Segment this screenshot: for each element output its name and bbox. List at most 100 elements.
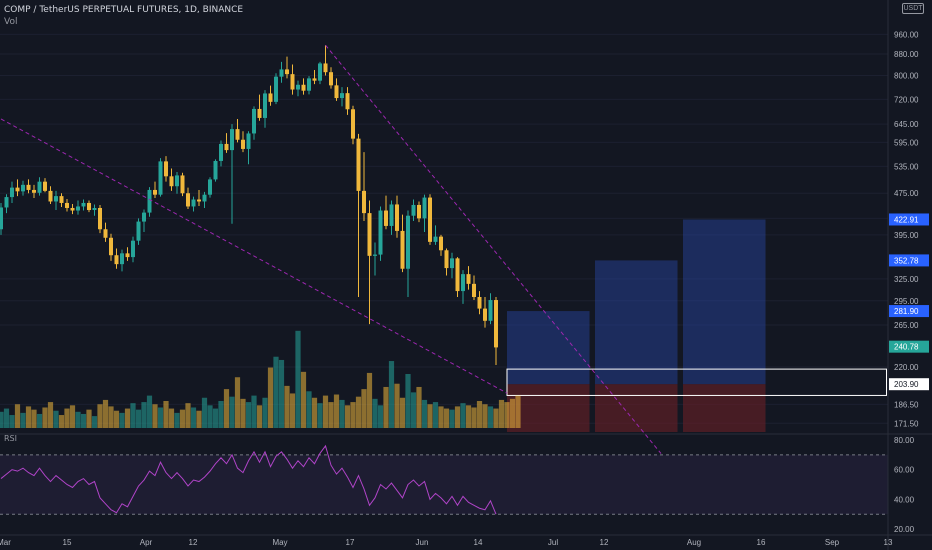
volume-bar (14, 404, 21, 428)
candle-body (26, 184, 31, 190)
volume-bar (465, 405, 472, 428)
price-tick-label: 880.00 (894, 50, 919, 59)
price-label-bg (889, 340, 929, 353)
volume-bar (25, 406, 32, 428)
volume-bar (460, 403, 466, 428)
candle-body (488, 300, 493, 321)
trendlines[interactable] (0, 44, 662, 454)
volume-bar (361, 389, 367, 428)
volume-bar (504, 402, 510, 428)
candle-body (241, 139, 245, 149)
volume-bar (410, 392, 417, 428)
candle-body (384, 210, 388, 226)
time-tick-label: 12 (600, 538, 609, 547)
candle-body (65, 202, 69, 208)
time-tick-label: 15 (63, 538, 72, 547)
candle-body (136, 221, 141, 241)
volume-bar (388, 361, 395, 428)
candle-body (246, 133, 251, 149)
volume-bar (218, 401, 224, 428)
candle-body (296, 84, 300, 90)
candle-body (147, 189, 152, 213)
candle-body (356, 138, 361, 191)
volume-bar (449, 409, 455, 428)
price-tick-label: 265.00 (894, 321, 919, 330)
stop-zone (595, 384, 678, 432)
volume-bar (102, 399, 109, 428)
time-axis[interactable]: Mar 15 Apr 12 May 17 Jun 14 Jul 12 Aug 16 Sep 13 (0, 534, 932, 547)
volume-bar (185, 403, 191, 428)
candle-body (87, 202, 91, 211)
candle-body (472, 283, 476, 298)
volume-bar (509, 398, 516, 428)
rsi-tick-label: 20.00 (894, 525, 915, 534)
volume-bar (251, 395, 257, 428)
candle-body (4, 197, 9, 208)
time-tick-label: 13 (884, 538, 893, 547)
time-tick-label: Jun (416, 538, 429, 547)
price-axis[interactable]: 960.00 880.00 800.00 720.00 645.00 595.00 535.… (887, 0, 929, 550)
candle-body (92, 207, 97, 211)
candle-body (318, 63, 322, 81)
price-label: 422.91 (894, 215, 919, 224)
time-tick-label: 12 (189, 538, 198, 547)
volume-bar (108, 406, 114, 428)
volume-bar (229, 396, 235, 428)
volume-bar (399, 397, 406, 428)
candle-body (417, 204, 421, 219)
candle-body (235, 129, 240, 140)
volume-bar (179, 409, 186, 428)
volume-bar (152, 404, 158, 428)
volume-bar (427, 404, 433, 428)
target-zone (595, 260, 678, 385)
volume-bar (80, 413, 87, 428)
time-tick-label: Sep (825, 538, 840, 547)
rsi-tick-label: 40.00 (894, 495, 915, 504)
candle-body (158, 161, 163, 195)
price-tick-label: 220.00 (894, 363, 919, 372)
candle-body (312, 78, 317, 81)
candle-body (59, 196, 64, 203)
price-label-bg (889, 305, 929, 318)
candle-body (120, 253, 124, 265)
price-tick-label: 186.50 (894, 400, 919, 409)
volume-bar (163, 401, 169, 428)
volume-bar (443, 408, 450, 428)
candle-body (43, 181, 47, 191)
volume-bar (267, 367, 274, 428)
currency-badge[interactable]: USDT (902, 3, 924, 14)
volume-bar (212, 408, 219, 428)
candle-body (428, 197, 432, 242)
candle-body (455, 258, 460, 292)
volume-bar (157, 407, 164, 428)
volume-bar (377, 405, 384, 428)
volume-bar (36, 413, 43, 428)
volume-bar (75, 411, 81, 428)
volume-bar (58, 415, 65, 428)
price-tick-label: 325.00 (894, 275, 919, 284)
symbol-title: COMP / TetherUS PERPETUAL FUTURES, 1D, B… (4, 5, 244, 15)
price-label-bg (889, 378, 929, 391)
volume-bar (168, 408, 175, 428)
candle-body (483, 308, 487, 321)
time-tick-label: 17 (346, 538, 355, 547)
volume-bar (262, 397, 268, 428)
candle-body (439, 236, 443, 251)
price-tick-label: 395.00 (894, 231, 919, 240)
candle-body (461, 274, 465, 292)
candle-body (0, 207, 3, 230)
candle-body (202, 194, 207, 202)
candle-body (109, 237, 113, 256)
volume-bar (124, 408, 131, 428)
trendline (0, 118, 508, 394)
candle-body (15, 187, 20, 192)
candle-body (307, 78, 311, 91)
candle-body (263, 93, 267, 118)
volume-label: Vol (4, 17, 18, 27)
candle-body (406, 215, 410, 269)
candle-body (279, 69, 284, 77)
candle-body (444, 250, 449, 269)
time-tick-label: 14 (474, 538, 483, 547)
candle-body (252, 108, 256, 134)
